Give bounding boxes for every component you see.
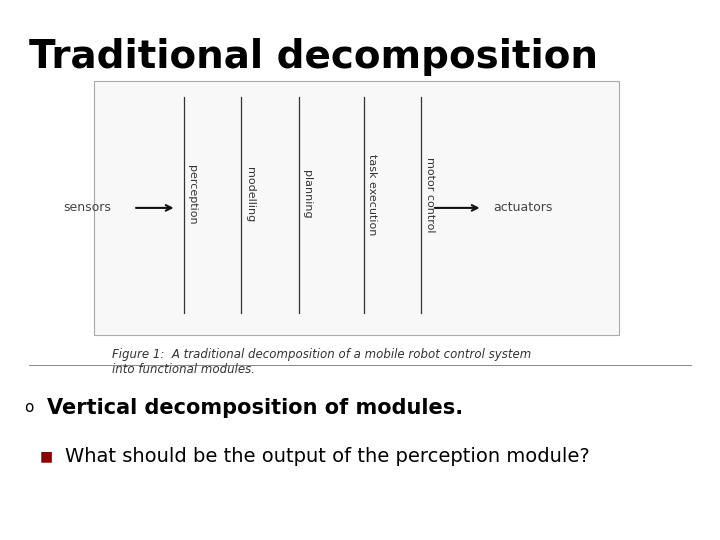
Text: sensors: sensors — [64, 201, 112, 214]
Text: actuators: actuators — [493, 201, 552, 214]
Text: Traditional decomposition: Traditional decomposition — [29, 38, 598, 76]
Text: planning: planning — [302, 170, 312, 219]
Text: o: o — [24, 400, 34, 415]
Text: Figure 1:  A traditional decomposition of a mobile robot control system
into fun: Figure 1: A traditional decomposition of… — [112, 348, 531, 376]
Text: task execution: task execution — [367, 154, 377, 235]
Text: perception: perception — [187, 165, 197, 224]
Text: Vertical decomposition of modules.: Vertical decomposition of modules. — [47, 397, 463, 418]
Text: modelling: modelling — [245, 167, 255, 222]
Text: motor control: motor control — [425, 157, 435, 232]
Text: What should be the output of the perception module?: What should be the output of the percept… — [65, 447, 590, 466]
Bar — [94, 81, 619, 335]
Text: ■: ■ — [40, 449, 53, 463]
